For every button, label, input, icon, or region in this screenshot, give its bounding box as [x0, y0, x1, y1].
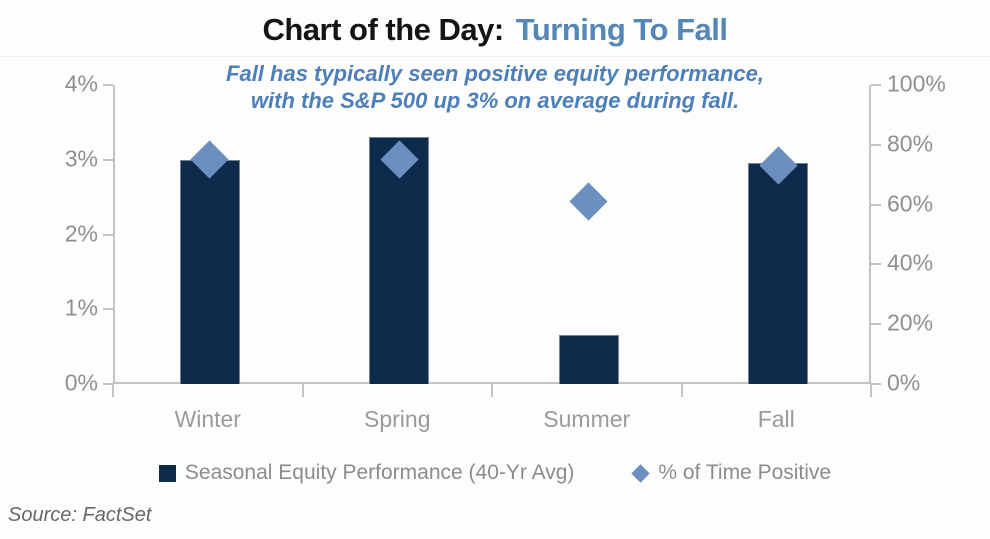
bar-winter [179, 159, 240, 384]
right-axis-tick-label: 100% [887, 70, 946, 97]
subtitle-line-1: Fall has typically seen positive equity … [226, 61, 764, 86]
right-axis-tick-label: 60% [887, 190, 934, 217]
x-axis-tickmark [680, 384, 683, 397]
diamond-marker-summer [569, 182, 608, 221]
right-axis-tick-label: 0% [887, 369, 921, 396]
left-axis-tick-label: 0% [64, 369, 98, 396]
x-axis-tickmark [491, 384, 493, 397]
x-axis-category-label: Summer [543, 406, 631, 432]
right-axis-tick-label: 80% [887, 130, 934, 157]
legend-label-bars: Seasonal Equity Performance (40-Yr Avg) [184, 461, 575, 484]
right-axis-tickmark [871, 323, 881, 326]
legend-label-diamonds: % of Time Positive [658, 461, 832, 484]
left-axis-tickmark [103, 158, 113, 161]
x-axis-tickmark [301, 384, 304, 397]
x-axis-tickmark [112, 384, 114, 397]
left-axis-tickmark [103, 383, 113, 385]
left-axis-tickmark [103, 233, 113, 236]
divider [0, 56, 990, 57]
right-axis-tickmark [871, 263, 881, 266]
right-axis-tickmark [871, 84, 881, 86]
bar-fall [748, 163, 809, 384]
right-axis-tickmark [871, 143, 881, 146]
x-axis-tickmark [870, 384, 872, 397]
chart-legend: Seasonal Equity Performance (40-Yr Avg) … [0, 461, 990, 485]
left-axis-tick-label: 3% [64, 145, 98, 172]
bar-summer [558, 335, 619, 384]
bar-swatch-icon [158, 464, 176, 482]
chart-subtitle: Fall has typically seen positive equity … [0, 60, 990, 114]
right-axis-tickmark [871, 203, 881, 206]
source-attribution: Source: FactSet [8, 504, 152, 526]
page-title: Chart of the Day: Turning To Fall [0, 12, 990, 48]
left-axis-tickmark [103, 84, 113, 86]
left-axis-tick-label: 4% [64, 70, 98, 97]
right-axis-tick-label: 40% [887, 249, 934, 276]
legend-item-diamonds: % of Time Positive [631, 461, 832, 485]
title-accent: Turning To Fall [515, 12, 728, 47]
left-axis-tick-label: 1% [64, 294, 98, 321]
x-axis-category-label: Winter [174, 406, 241, 432]
x-axis-category-label: Fall [757, 406, 795, 432]
subtitle-line-2: with the S&P 500 up 3% on average during… [250, 88, 740, 113]
legend-item-bars: Seasonal Equity Performance (40-Yr Avg) [158, 461, 575, 485]
diamond-swatch-icon [631, 463, 651, 483]
x-axis-category-label: Spring [364, 406, 431, 432]
title-prefix: Chart of the Day: [262, 12, 504, 47]
left-axis-tick-label: 2% [64, 219, 98, 246]
plot-area [113, 85, 871, 384]
right-axis-tickmark [871, 383, 881, 385]
left-axis-tickmark [103, 308, 113, 311]
right-axis-tick-label: 20% [887, 309, 934, 336]
